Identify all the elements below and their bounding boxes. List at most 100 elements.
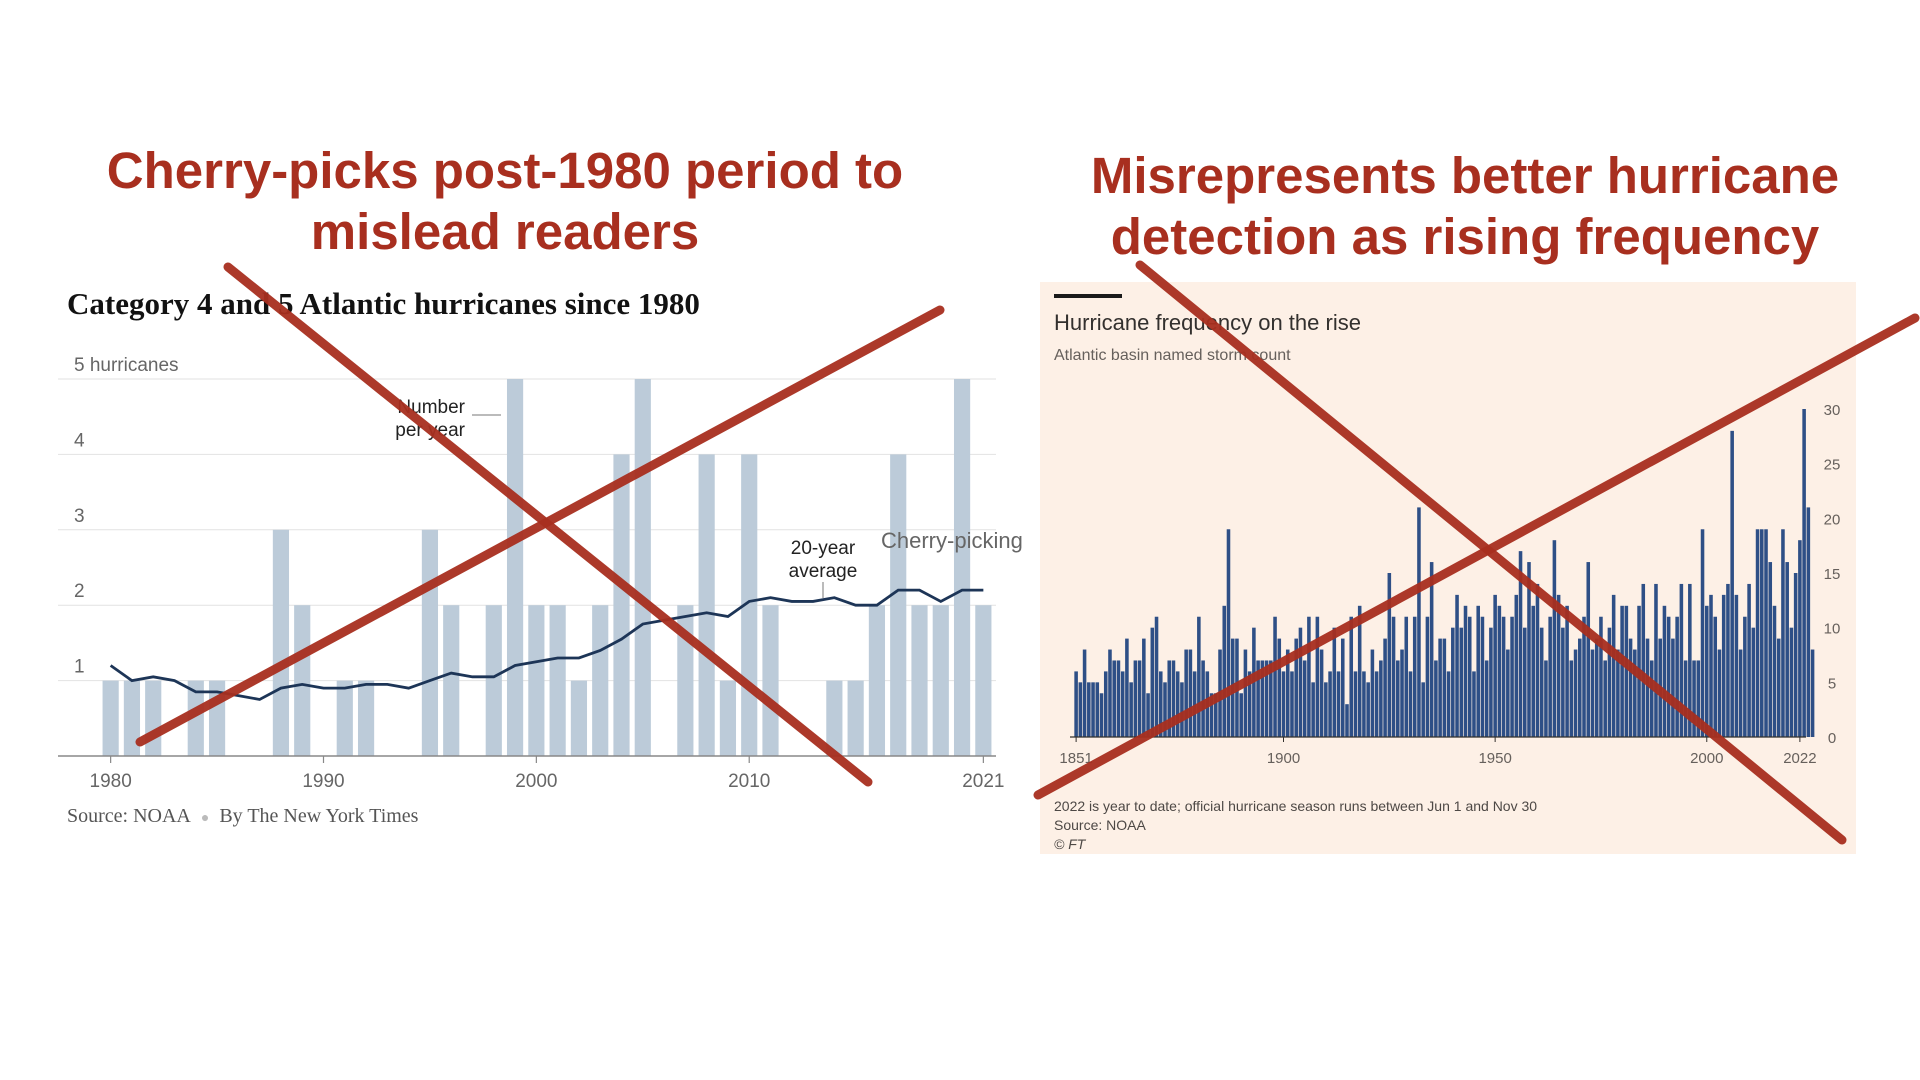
ft-brand-bar bbox=[1054, 294, 1122, 298]
bar bbox=[1544, 660, 1548, 737]
bar bbox=[1709, 594, 1713, 737]
bar bbox=[1404, 616, 1409, 737]
bar bbox=[272, 529, 290, 756]
x-tick-label: 1851 bbox=[1059, 750, 1092, 767]
bar bbox=[1590, 649, 1595, 737]
bar bbox=[1370, 649, 1375, 737]
bar bbox=[1087, 682, 1091, 737]
bar bbox=[102, 680, 119, 756]
bar bbox=[1154, 616, 1159, 737]
bar bbox=[528, 605, 545, 756]
bar bbox=[1535, 583, 1540, 737]
bar bbox=[1721, 594, 1726, 737]
bar bbox=[1417, 507, 1421, 737]
bar bbox=[1501, 616, 1506, 737]
bar bbox=[1379, 660, 1383, 737]
x-tick-label: 2022 bbox=[1783, 750, 1816, 767]
bar bbox=[1662, 605, 1667, 737]
bar bbox=[1082, 649, 1087, 737]
y-tick-label: 1 bbox=[74, 657, 85, 678]
bar bbox=[1120, 671, 1125, 737]
bar bbox=[1764, 529, 1768, 737]
bar bbox=[1429, 562, 1434, 737]
bar bbox=[1425, 616, 1430, 737]
bar bbox=[1269, 660, 1273, 737]
bar bbox=[1158, 671, 1163, 737]
bar bbox=[1679, 583, 1684, 737]
bar bbox=[1459, 627, 1464, 737]
bar bbox=[1340, 638, 1345, 737]
bar bbox=[1336, 671, 1341, 737]
bar bbox=[1599, 616, 1603, 737]
bar bbox=[570, 680, 588, 756]
bar bbox=[1243, 649, 1248, 737]
bar bbox=[1345, 704, 1349, 737]
bar bbox=[145, 680, 162, 756]
bar bbox=[592, 605, 609, 756]
bar bbox=[1497, 605, 1502, 737]
bar bbox=[1362, 671, 1366, 737]
bars-annotation-line-2: per year bbox=[395, 420, 465, 441]
bar bbox=[1133, 660, 1138, 737]
x-tick-label: 1950 bbox=[1478, 750, 1511, 767]
bar bbox=[1489, 627, 1493, 737]
bar bbox=[1578, 638, 1582, 737]
headline-left: Cherry-picks post-1980 period to mislead… bbox=[60, 140, 950, 262]
bar bbox=[1700, 529, 1705, 737]
headline-left-line-2: mislead readers bbox=[310, 203, 700, 260]
bar bbox=[677, 605, 694, 756]
headline-right-line-1: Misrepresents better hurricane bbox=[1090, 147, 1840, 204]
headline-left-line-1: Cherry-picks post-1980 period to bbox=[106, 142, 904, 199]
bar bbox=[1408, 671, 1413, 737]
bar bbox=[1171, 660, 1176, 737]
y-tick-label: 5 bbox=[1828, 675, 1836, 692]
bar bbox=[1353, 671, 1358, 737]
bar bbox=[1175, 671, 1180, 737]
bar bbox=[1717, 649, 1722, 737]
bar bbox=[1256, 660, 1260, 737]
x-tick-label: 2000 bbox=[1690, 750, 1723, 767]
bar bbox=[1311, 682, 1315, 737]
bar bbox=[1281, 671, 1286, 737]
bar bbox=[123, 680, 141, 756]
y-tick-label: 4 bbox=[74, 430, 85, 451]
bar bbox=[1522, 627, 1527, 737]
bar bbox=[1112, 660, 1116, 737]
bar bbox=[1277, 638, 1282, 737]
bar bbox=[1137, 660, 1142, 737]
bar bbox=[1146, 693, 1150, 737]
x-tick-label: 2000 bbox=[515, 771, 557, 792]
bar bbox=[1184, 649, 1188, 737]
ft-chart-svg: 0 5 10 15 20 25 30 1851 1900 1950 2000 2022 bbox=[1059, 402, 1841, 767]
bar bbox=[1205, 671, 1210, 737]
bar bbox=[1493, 594, 1497, 737]
bar bbox=[1624, 605, 1629, 737]
bar bbox=[1603, 660, 1607, 737]
bar bbox=[1103, 671, 1108, 737]
nyt-chart-title: Category 4 and 5 Atlantic hurricanes sin… bbox=[67, 286, 700, 321]
bar bbox=[1421, 682, 1425, 737]
bar bbox=[1518, 551, 1523, 737]
bar bbox=[1620, 605, 1624, 737]
bar bbox=[1586, 562, 1591, 737]
bar bbox=[1692, 660, 1696, 737]
bar bbox=[1239, 693, 1243, 737]
bar bbox=[1785, 562, 1789, 737]
bar bbox=[1366, 682, 1370, 737]
bar bbox=[890, 454, 907, 756]
bar bbox=[1222, 605, 1227, 737]
bar bbox=[634, 379, 651, 756]
y-tick-label: 30 bbox=[1824, 402, 1841, 419]
bar bbox=[1091, 682, 1095, 737]
bar bbox=[868, 605, 886, 756]
bar bbox=[847, 680, 864, 756]
bar bbox=[1713, 616, 1718, 737]
side-annotation: Cherry-picking bbox=[881, 528, 1023, 553]
bar bbox=[1628, 638, 1633, 737]
bar bbox=[1247, 671, 1252, 737]
bar bbox=[1772, 605, 1777, 737]
bar bbox=[1738, 649, 1743, 737]
bar bbox=[1641, 583, 1646, 737]
bar bbox=[1582, 616, 1586, 737]
bar bbox=[1654, 583, 1658, 737]
